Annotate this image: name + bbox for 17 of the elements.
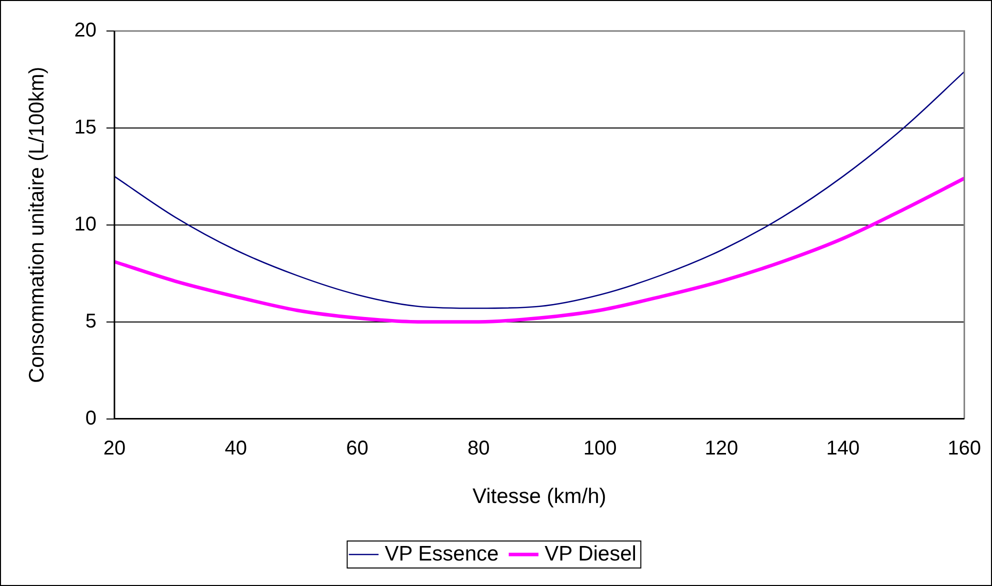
- x-tick-label: 140: [826, 437, 860, 460]
- x-tick-label: 100: [583, 437, 617, 460]
- x-tick-label: 40: [224, 437, 247, 460]
- y-tick-label: 10: [74, 213, 96, 236]
- legend-label: VP Essence: [384, 542, 499, 566]
- x-axis-title: Vitesse (km/h): [472, 485, 606, 508]
- y-tick-label: 0: [85, 407, 96, 430]
- x-tick-label: 60: [346, 437, 368, 460]
- x-tick-label: 120: [704, 437, 738, 460]
- x-tick-label: 160: [948, 437, 982, 460]
- y-tick-label: 5: [85, 310, 96, 332]
- x-tick-label: 20: [103, 437, 126, 460]
- x-tick-label: 80: [468, 437, 490, 460]
- legend-label: VP Diesel: [544, 542, 636, 566]
- y-tick-label: 20: [74, 20, 96, 42]
- y-tick-label: 15: [74, 116, 96, 138]
- y-axis-title: Consommation unitaire (L/100km): [25, 66, 48, 384]
